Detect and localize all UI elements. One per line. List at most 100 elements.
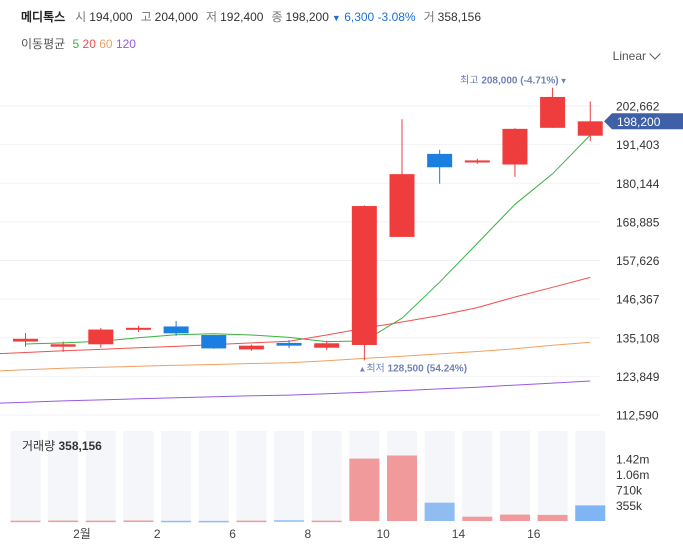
close-value: 198,200 [285, 9, 329, 24]
volume-tick-label: 355k [616, 499, 643, 513]
volume-title-label: 거래량 [22, 439, 56, 453]
low-annotation: 최저 128,500 (54.24%) [366, 362, 467, 374]
volume-tick-label: 710k [616, 484, 643, 498]
candle-body [201, 335, 227, 349]
down-triangle-icon: ▼ [560, 77, 568, 86]
volume-title-value: 358,156 [58, 439, 102, 453]
ma-120-line [0, 380, 591, 404]
volume-background [311, 431, 342, 521]
volume-background [462, 431, 493, 521]
candle-body [13, 338, 38, 342]
candle-body [276, 342, 302, 346]
price-tick-label: 168,885 [616, 215, 660, 229]
volume-background [123, 431, 154, 521]
ma-legend-label: 이동평균 [21, 37, 66, 51]
ma-60-label: 60 [99, 37, 113, 51]
volume-background [161, 431, 192, 521]
volume-background [198, 431, 229, 521]
ma-20-label: 20 [82, 37, 96, 51]
volume-bar [48, 520, 79, 523]
volume-background [537, 431, 568, 521]
volume-background [274, 431, 305, 521]
ma-5-label: 5 [72, 37, 80, 51]
low-label: 저 [206, 10, 218, 24]
volume-bar [349, 458, 380, 521]
ma-20-line [0, 276, 591, 355]
volume-title: 거래량 358,156 [22, 437, 102, 454]
candle-body [502, 128, 528, 165]
x-tick-label: 6 [229, 527, 236, 541]
volume-bar [274, 520, 305, 522]
volume-bar [499, 514, 530, 521]
volume-background [10, 431, 41, 521]
price-tick-label: 202,662 [616, 100, 660, 114]
volume-bar [198, 520, 229, 523]
candle-body [50, 344, 76, 347]
open-value: 194,000 [89, 9, 133, 24]
volume-bar [161, 520, 192, 523]
candle-body [577, 121, 603, 136]
ma-60-line [0, 341, 591, 372]
x-tick-label: 2월 [73, 527, 91, 541]
high-value: 204,000 [154, 9, 199, 24]
candle-body [163, 326, 189, 334]
ma-5-line [25, 134, 591, 345]
scale-label: Linear [612, 49, 646, 63]
stock-name: 메디톡스 [21, 10, 66, 24]
current-price-label: 198,200 [617, 115, 661, 129]
volume-bar [537, 514, 568, 521]
x-tick-label: 14 [452, 527, 466, 541]
volume-background [236, 431, 267, 521]
price-tick-label: 135,108 [616, 331, 660, 345]
price-tick-label: 112,590 [616, 409, 659, 423]
ma-120-label: 120 [115, 37, 136, 51]
volume-bar [424, 502, 455, 521]
volume-value: 358,156 [437, 9, 482, 24]
high-annotation: 최고 208,000 (-4.71%) [460, 75, 558, 87]
volume-bar [575, 505, 606, 521]
x-tick-label: 10 [376, 527, 390, 541]
volume-bar [311, 520, 342, 523]
price-tick-label: 146,367 [616, 293, 660, 307]
open-label: 시 [75, 10, 87, 24]
price-header: 메디톡스 시 194,000 고 204,000 저 192,400 종 198… [21, 8, 489, 25]
candle-body [540, 96, 566, 128]
close-label: 종 [271, 10, 283, 24]
volume-background [48, 431, 79, 521]
volume-bar [85, 520, 116, 523]
moving-average-legend[interactable]: 이동평균 5 20 60 120 [21, 35, 136, 52]
low-value: 192,400 [220, 9, 264, 24]
volume-tick-label: 1.06m [616, 468, 649, 482]
x-tick-label: 8 [305, 527, 312, 541]
change-value: ▼ 6,300 -3.08% [332, 10, 416, 24]
candle-body [427, 153, 453, 168]
x-tick-label: 2 [154, 527, 161, 541]
low-annotation-label: 최저 [366, 362, 387, 374]
volume-bar [462, 516, 493, 521]
volume-background [85, 431, 116, 521]
candle-body [464, 160, 490, 163]
volume-bar [123, 520, 154, 522]
volume-bar [236, 520, 267, 523]
volume-bar [387, 455, 417, 521]
candle-body [238, 345, 264, 350]
high-annotation-label: 최고 [460, 75, 481, 87]
candle-body [351, 206, 377, 345]
volume-tick-label: 1.42m [616, 453, 649, 467]
volume-background [499, 431, 530, 521]
candle-body [389, 174, 415, 237]
candle-body [125, 327, 151, 330]
price-tick-label: 191,403 [616, 138, 660, 152]
candle-body [88, 329, 114, 345]
scale-dropdown[interactable]: Linear [612, 48, 661, 63]
volume-bar [10, 520, 41, 523]
candle-body [314, 343, 340, 348]
change-percent: -3.08% [377, 9, 416, 24]
down-arrow-icon: ▼ [331, 12, 341, 23]
high-label: 고 [140, 10, 152, 24]
low-annotation-value: 128,500 (54.24%) [388, 363, 468, 374]
volume-label: 거 [423, 10, 435, 24]
price-tick-label: 180,144 [616, 177, 660, 191]
x-tick-label: 16 [527, 527, 541, 541]
